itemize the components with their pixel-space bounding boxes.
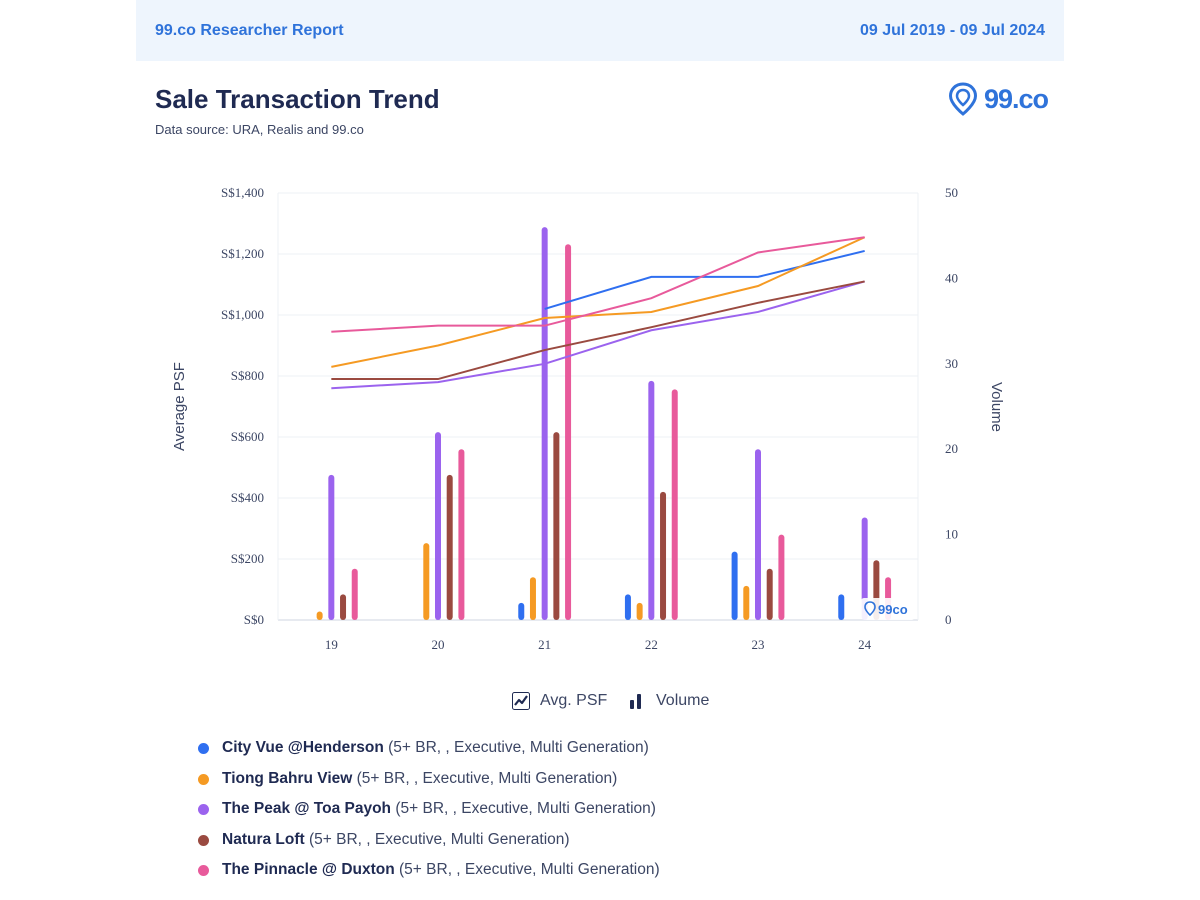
- report-name: 99.co Researcher Report: [155, 22, 344, 39]
- legend-detail: (5+ BR, , Executive, Multi Generation): [383, 739, 649, 756]
- volume-bar: [529, 577, 536, 620]
- volume-bar: [553, 432, 560, 620]
- watermark-pin-icon: [864, 601, 876, 617]
- y-left-tick-label: S$1,400: [221, 185, 264, 200]
- x-tick-label: 20: [432, 637, 445, 652]
- volume-bar: [458, 449, 465, 620]
- volume-bar: [671, 389, 678, 620]
- volume-bar: [624, 594, 631, 620]
- legend-project-name: Tiong Bahru View: [222, 770, 353, 787]
- y-right-tick-label: 40: [945, 270, 958, 285]
- legend-project-name: City Vue @Henderson: [222, 739, 384, 756]
- data-source: Data source: URA, Realis and 99.co: [155, 122, 364, 137]
- line-chart-icon: [512, 692, 530, 710]
- volume-bar: [435, 432, 441, 620]
- x-tick-label: 23: [752, 637, 765, 652]
- y-left-tick-label: S$800: [231, 368, 264, 383]
- legend-project-name: Natura Loft: [222, 831, 305, 848]
- watermark-text: 99co: [878, 602, 908, 617]
- report-banner: 99.co Researcher Report 09 Jul 2019 - 09…: [136, 0, 1064, 61]
- volume-bar: [328, 474, 335, 620]
- y-right-tick-label: 0: [945, 612, 952, 627]
- volume-bar: [518, 602, 525, 620]
- logo-text: 99.co: [984, 84, 1049, 114]
- volume-bar: [778, 534, 785, 620]
- volume-bar: [838, 594, 845, 620]
- psf-line: [331, 236, 866, 368]
- psf-line: [331, 236, 865, 333]
- location-pin-icon: [948, 82, 978, 116]
- legend-dot: [198, 835, 209, 846]
- legend-detail: (5+ BR, , Executive, Multi Generation): [391, 800, 656, 817]
- psf-line: [331, 280, 865, 390]
- legend-dot: [198, 774, 209, 785]
- psf-line: [331, 280, 865, 381]
- y-left-tick-label: S$1,000: [221, 307, 264, 322]
- volume-bar: [423, 543, 430, 620]
- y-left-tick-label: S$200: [231, 551, 264, 566]
- legend-detail: (5+ BR, , Executive, Multi Generation): [394, 861, 660, 878]
- y-left-tick-label: S$1,200: [221, 246, 264, 261]
- legend-dot: [198, 743, 209, 754]
- y-right-tick-label: 10: [945, 527, 958, 542]
- y-left-tick-label: S$0: [244, 612, 264, 627]
- volume-bar: [316, 611, 323, 620]
- y-right-tick-label: 50: [945, 185, 958, 200]
- volume-bar: [446, 474, 453, 620]
- volume-bar: [636, 602, 643, 620]
- brand-logo: 99.co: [948, 82, 1049, 118]
- volume-bar: [340, 594, 347, 620]
- legend-detail: (5+ BR, , Executive, Multi Generation): [304, 831, 570, 848]
- volume-bar: [541, 227, 548, 620]
- legend-project-name: The Peak @ Toa Payoh: [222, 800, 392, 817]
- bar-chart-icon: [630, 694, 641, 709]
- volume-bar: [648, 380, 655, 620]
- legend-dot: [198, 865, 209, 876]
- y-left-tick-label: S$400: [231, 490, 264, 505]
- x-tick-label: 19: [325, 637, 338, 652]
- date-range: 09 Jul 2019 - 09 Jul 2024: [859, 22, 1045, 39]
- volume-bar: [743, 585, 750, 620]
- y-left-tick-label: S$600: [231, 429, 264, 444]
- y-right-tick-label: 20: [945, 441, 958, 456]
- y-right-tick-label: 30: [945, 356, 958, 371]
- y-right-axis-title: Volume: [988, 382, 1005, 432]
- volume-bar: [351, 568, 358, 620]
- volume-bar: [731, 551, 738, 620]
- chart-title: Sale Transaction Trend: [155, 84, 440, 114]
- volume-bar: [766, 568, 773, 620]
- psf-line: [544, 249, 865, 310]
- sale-transaction-chart: S$0 S$200 S$400 S$600 S$800 S$1,000 S$1,200 S$1…: [171, 185, 1005, 652]
- x-tick-label: 22: [645, 637, 658, 652]
- legend-dot: [198, 804, 209, 815]
- toggle-avg-psf-label: Avg. PSF: [540, 692, 608, 709]
- volume-bar: [565, 244, 572, 621]
- legend-detail: (5+ BR, , Executive, Multi Generation): [352, 770, 618, 787]
- x-tick-label: 21: [538, 637, 551, 652]
- volume-bar: [861, 517, 868, 620]
- volume-bar: [660, 491, 667, 620]
- x-tick-label: 24: [858, 637, 872, 652]
- y-left-axis-title: Average PSF: [171, 362, 188, 451]
- legend-project-name: The Pinnacle @ Duxton: [222, 861, 395, 878]
- volume-bar: [755, 449, 761, 620]
- toggle-volume-label: Volume: [656, 692, 710, 709]
